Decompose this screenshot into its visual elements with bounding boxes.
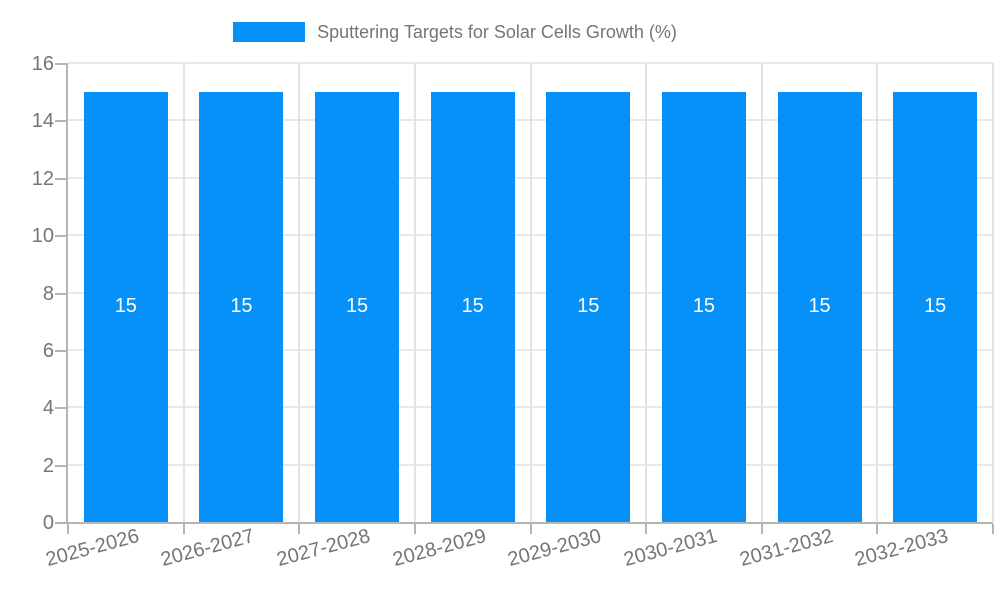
y-axis-tick: [55, 522, 66, 524]
legend-item[interactable]: Sputtering Targets for Solar Cells Growt…: [233, 22, 677, 42]
bar[interactable]: 15: [199, 91, 284, 522]
bar[interactable]: 15: [546, 91, 631, 522]
y-axis-tick: [55, 349, 66, 352]
y-axis-tick: [55, 407, 66, 410]
x-axis-tick: [992, 524, 994, 534]
bar-value-label: 15: [692, 295, 716, 318]
bar-value-label: 15: [230, 295, 253, 318]
y-axis-tick: [55, 464, 66, 467]
bar[interactable]: 15: [661, 91, 746, 522]
y-axis-line: [66, 63, 68, 524]
bar-value-label: 15: [924, 295, 947, 318]
bar-value-label: 15: [345, 295, 369, 318]
y-tick-label: 2: [42, 454, 54, 477]
bar[interactable]: 15: [83, 91, 168, 522]
y-tick-label: 6: [42, 339, 54, 362]
x-axis-tick: [645, 524, 648, 534]
legend-label: Sputtering Targets for Solar Cells Growt…: [317, 22, 677, 42]
x-axis-tick: [298, 524, 301, 534]
bar[interactable]: 15: [893, 91, 978, 522]
y-tick-label: 8: [42, 282, 54, 305]
x-axis-tick: [529, 524, 532, 534]
x-axis-line: [66, 522, 993, 524]
gridline-vertical: [992, 63, 994, 522]
gridline-vertical: [413, 63, 416, 522]
y-tick-label: 16: [31, 53, 54, 75]
bar[interactable]: 15: [430, 91, 515, 522]
x-tick-label: 2028-2029: [390, 524, 489, 572]
y-axis-tick: [55, 292, 66, 295]
x-axis-tick: [760, 524, 763, 534]
x-tick-label: 2025-2026: [43, 524, 142, 572]
x-tick-label: 2027-2028: [274, 524, 373, 572]
bar-value-label: 15: [808, 295, 831, 318]
gridline-vertical: [645, 63, 648, 522]
x-tick-label: 2030-2031: [621, 524, 720, 572]
y-axis-tick: [55, 177, 66, 180]
y-tick-label: 12: [31, 167, 54, 190]
bar-value-label: 15: [114, 295, 137, 318]
y-tick-label: 0: [42, 512, 54, 534]
y-tick-label: 14: [31, 110, 54, 133]
x-axis-tick: [182, 524, 185, 534]
gridline-vertical: [182, 63, 185, 522]
x-axis-tick: [67, 524, 69, 534]
y-axis-tick: [55, 235, 66, 238]
bar[interactable]: 15: [315, 91, 400, 522]
gridline-vertical: [529, 63, 532, 522]
x-tick-label: 2032-2033: [852, 524, 951, 572]
x-axis-tick: [876, 524, 879, 534]
legend-color-swatch: [233, 22, 306, 42]
y-tick-label: 4: [42, 397, 54, 420]
bar-value-label: 15: [461, 295, 484, 318]
bar-value-label: 15: [577, 295, 600, 318]
chart-legend: Sputtering Targets for Solar Cells Growt…: [0, 22, 955, 42]
gridline-vertical: [760, 63, 763, 522]
bar[interactable]: 15: [777, 91, 862, 522]
x-axis-tick: [413, 524, 416, 534]
y-tick-label: 10: [31, 225, 54, 248]
x-tick-label: 2031-2032: [737, 524, 836, 572]
x-tick-label: 2029-2030: [505, 524, 604, 572]
gridline-vertical: [298, 63, 301, 522]
x-tick-label: 2026-2027: [158, 524, 258, 572]
y-axis-tick: [55, 120, 66, 123]
gridline-vertical: [876, 63, 879, 522]
y-axis-tick: [55, 63, 66, 65]
